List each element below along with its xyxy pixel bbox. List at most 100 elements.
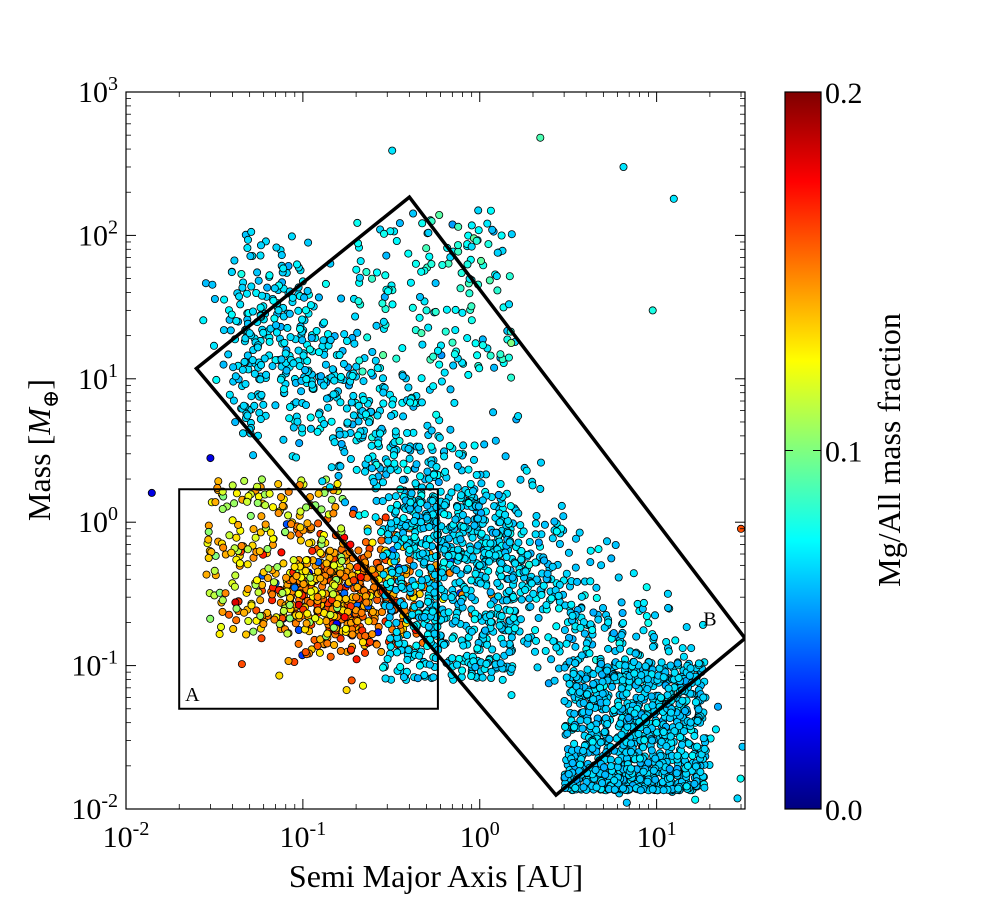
scatter-point xyxy=(507,664,516,673)
scatter-point xyxy=(408,303,417,312)
scatter-point xyxy=(347,645,356,654)
scatter-point xyxy=(575,688,584,697)
scatter-point xyxy=(629,569,638,578)
scatter-point xyxy=(266,528,275,537)
scatter-point xyxy=(395,436,404,445)
scatter-point xyxy=(346,454,355,463)
scatter-point xyxy=(492,272,501,281)
scatter-point xyxy=(388,300,397,309)
scatter-point xyxy=(251,533,260,542)
scatter-point xyxy=(349,391,358,400)
scatter-point xyxy=(685,671,694,680)
scatter-point xyxy=(147,488,156,497)
scatter-point xyxy=(416,518,425,527)
scatter-point xyxy=(433,346,442,355)
scatter-point xyxy=(356,257,365,266)
scatter-point xyxy=(232,316,241,325)
scatter-point xyxy=(601,705,610,714)
scatter-point xyxy=(381,674,390,683)
scatter-point xyxy=(652,719,661,728)
plot-frame xyxy=(125,91,746,810)
scatter-point xyxy=(282,366,291,375)
scatter-point xyxy=(392,628,401,637)
scatter-point xyxy=(408,610,417,619)
scatter-point xyxy=(298,336,307,345)
scatter-point xyxy=(477,479,486,488)
scatter-point xyxy=(279,385,288,394)
scatter-point xyxy=(277,548,286,557)
scatter-point xyxy=(468,487,477,496)
scatter-point xyxy=(467,316,476,325)
scatter-point xyxy=(372,268,381,277)
scatter-point xyxy=(256,415,265,424)
scatter-point xyxy=(231,372,240,381)
scatter-point xyxy=(210,294,219,303)
scatter-point xyxy=(199,316,208,325)
scatter-point xyxy=(678,644,687,653)
scatter-point xyxy=(231,418,240,427)
scatter-point xyxy=(453,461,462,470)
scatter-point xyxy=(496,350,505,359)
scatter-point xyxy=(393,500,402,509)
scatter-point xyxy=(388,568,397,577)
scatter-point xyxy=(322,617,331,626)
scatter-point xyxy=(449,361,458,370)
scatter-point xyxy=(279,559,288,568)
scatter-point xyxy=(678,696,687,705)
scatter-point xyxy=(322,559,331,568)
scatter-point xyxy=(284,657,293,666)
scatter-point xyxy=(246,511,255,520)
y-tick-label: 103 xyxy=(78,73,118,109)
scatter-point xyxy=(481,626,490,635)
scatter-point xyxy=(506,502,515,511)
scatter-point xyxy=(301,648,310,657)
scatter-point xyxy=(347,398,356,407)
scatter-point xyxy=(381,513,390,522)
scatter-point xyxy=(356,573,365,582)
scatter-point xyxy=(407,489,416,498)
scatter-point xyxy=(314,410,323,419)
scatter-point xyxy=(316,574,325,583)
scatter-point xyxy=(673,751,682,760)
scatter-point xyxy=(249,627,258,636)
scatter-point xyxy=(418,219,427,228)
scatter-point xyxy=(693,716,702,725)
scatter-point xyxy=(548,562,557,571)
scatter-point xyxy=(589,695,598,704)
scatter-point xyxy=(283,629,292,638)
scatter-point xyxy=(329,561,338,570)
scatter-point xyxy=(439,558,448,567)
data-points xyxy=(147,133,745,807)
scatter-point xyxy=(510,624,519,633)
scatter-point xyxy=(531,519,540,528)
scatter-point xyxy=(428,607,437,616)
scatter-point xyxy=(507,691,516,700)
scatter-point xyxy=(486,588,495,597)
scatter-point xyxy=(353,583,362,592)
scatter-point xyxy=(589,670,598,679)
scatter-point xyxy=(476,579,485,588)
scatter-point xyxy=(248,307,257,316)
scatter-point xyxy=(371,356,380,365)
scatter-point xyxy=(523,550,532,559)
scatter-point xyxy=(486,351,495,360)
scatter-point xyxy=(289,423,298,432)
scatter-point xyxy=(424,228,433,237)
scatter-point xyxy=(271,401,280,410)
scatter-point xyxy=(352,655,361,664)
scatter-point xyxy=(347,676,356,685)
scatter-point xyxy=(399,412,408,421)
scatter-point xyxy=(368,347,377,356)
scatter-point xyxy=(647,746,656,755)
scatter-point xyxy=(674,784,683,793)
scatter-point xyxy=(599,604,608,613)
scatter-point xyxy=(486,611,495,620)
scatter-point xyxy=(412,641,421,650)
scatter-point xyxy=(470,521,479,530)
scatter-point xyxy=(334,471,343,480)
scatter-point xyxy=(317,535,326,544)
scatter-point xyxy=(527,579,536,588)
scatter-point xyxy=(247,282,256,291)
scatter-point xyxy=(384,530,393,539)
